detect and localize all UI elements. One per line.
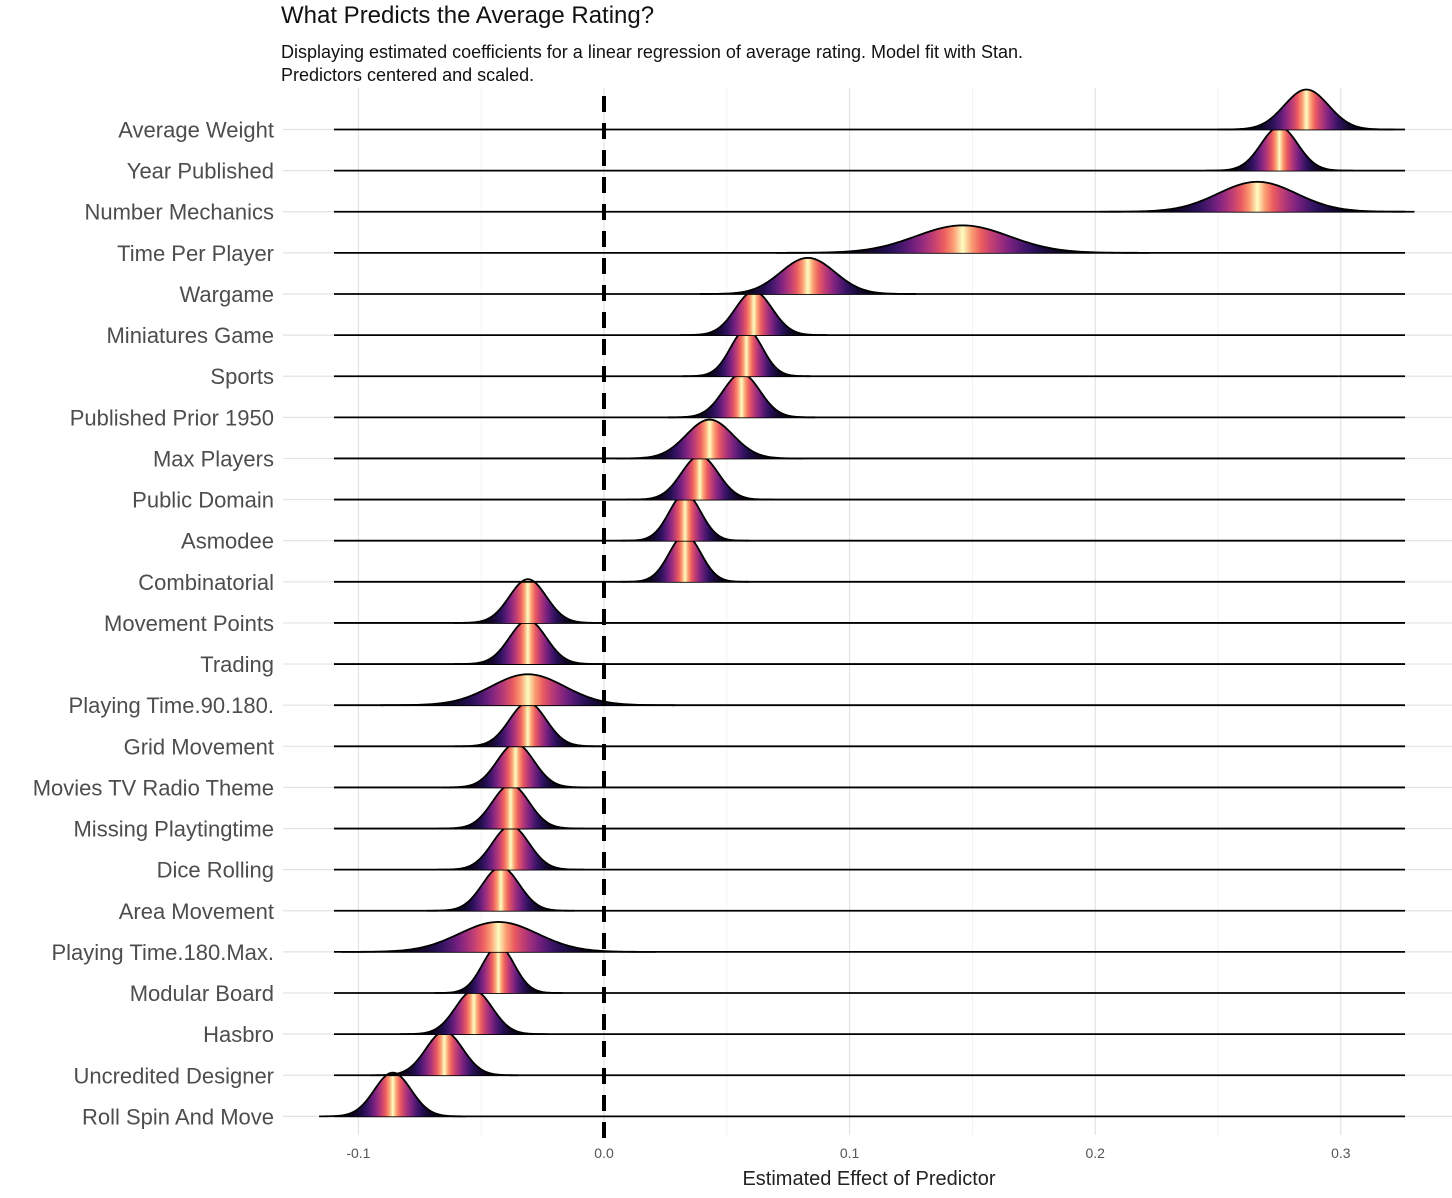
ridge — [334, 256, 1405, 295]
ridge — [334, 825, 1405, 871]
y-tick-label: Movement Points — [104, 611, 274, 636]
y-tick-label: Uncredited Designer — [73, 1063, 274, 1088]
ridge — [319, 1071, 1405, 1118]
x-tick-label: 0.0 — [594, 1145, 614, 1161]
y-tick-label: Dice Rolling — [157, 858, 274, 883]
ridge — [334, 619, 1405, 665]
y-tick-label: Asmodee — [181, 529, 274, 554]
y-tick-label: Published Prior 1950 — [70, 405, 274, 430]
y-tick-label: Combinatorial — [138, 570, 274, 595]
y-tick-label: Grid Movement — [124, 734, 274, 759]
y-tick-label: Number Mechanics — [84, 200, 274, 225]
ridge-fill — [427, 867, 575, 911]
y-tick-label: Time Per Player — [117, 241, 274, 266]
chart-subtitle: Displaying estimated coefficients for a … — [281, 42, 1024, 85]
ridge-fill — [400, 990, 548, 1035]
ridge-fill — [341, 921, 656, 952]
y-tick-label: Miniatures Game — [106, 323, 274, 348]
ridge-fill — [682, 329, 811, 377]
y-tick-label: Sports — [210, 364, 274, 389]
ridge — [334, 454, 1405, 501]
y-tick-label: Public Domain — [132, 488, 274, 513]
ridge-fill — [454, 579, 602, 623]
y-tick-label: Hasbro — [203, 1022, 274, 1047]
y-tick-label: Playing Time.90.180. — [69, 693, 274, 718]
ridge-fill — [441, 743, 590, 788]
y-tick-label: Movies TV Radio Theme — [33, 775, 274, 800]
ridge — [334, 418, 1405, 460]
y-tick-label: Playing Time.180.Max. — [51, 940, 274, 965]
ridge-outline — [1217, 88, 1395, 131]
y-tick-label: Area Movement — [119, 899, 274, 924]
ridge-fill — [616, 419, 803, 459]
ridge — [334, 783, 1405, 830]
ridge-fill — [434, 946, 563, 994]
ridge — [334, 701, 1405, 748]
ridge-fill — [319, 1072, 467, 1117]
ridge-fill — [1205, 126, 1354, 171]
ridge-outline — [454, 578, 602, 624]
ridge — [334, 742, 1405, 789]
ridge-outline — [699, 256, 916, 295]
x-tick-label: 0.2 — [1085, 1145, 1105, 1161]
x-tick-label: -0.1 — [346, 1145, 370, 1161]
ridge-fill — [454, 702, 602, 747]
x-tick-label: 0.3 — [1331, 1145, 1351, 1161]
y-tick-label: Max Players — [153, 446, 274, 471]
ridge-fill — [621, 534, 749, 582]
ridge — [334, 1030, 1405, 1077]
y-tick-label: Average Weight — [118, 118, 274, 143]
ridge-outline — [1100, 180, 1415, 213]
ridge — [334, 180, 1415, 213]
ridge — [334, 224, 1405, 254]
ridge-fill — [1218, 89, 1395, 130]
ridge — [334, 290, 1405, 337]
y-tick-label: Missing Playtingtime — [73, 817, 274, 842]
y-tick-label: Roll Spin And Move — [82, 1104, 274, 1129]
x-axis-title: Estimated Effect of Predictor — [742, 1168, 995, 1190]
ridge-outline — [341, 921, 656, 953]
y-tick-label: Year Published — [127, 159, 274, 184]
ridge — [334, 372, 1405, 419]
ridge — [334, 125, 1405, 172]
y-tick-label: Wargame — [179, 282, 274, 307]
ridge — [334, 866, 1405, 912]
ridge — [334, 673, 1405, 707]
ridge-fill — [699, 257, 916, 294]
ridge — [334, 945, 1405, 994]
ridge-fill — [621, 493, 749, 541]
ridge-outline — [775, 224, 1150, 254]
ridge-fill — [775, 225, 1150, 253]
x-tick-label: 0.1 — [840, 1145, 860, 1161]
ridge-fill — [380, 674, 676, 706]
ridge-fill — [370, 1031, 519, 1076]
y-tick-label: Trading — [200, 652, 274, 677]
ridge — [334, 921, 1405, 953]
ridge — [334, 88, 1405, 131]
ridge-fill — [436, 825, 585, 870]
chart-title: What Predicts the Average Rating? — [281, 2, 655, 29]
ridge-fill — [1100, 181, 1415, 212]
ridge-fill — [667, 373, 816, 418]
ridge-outline — [616, 418, 803, 460]
ridge — [334, 578, 1405, 624]
ridge — [334, 492, 1405, 542]
ridge-outline — [380, 673, 676, 707]
ridge-fill — [626, 455, 774, 500]
ridge — [334, 989, 1405, 1036]
ridge-fill — [436, 784, 585, 829]
ridge-fill — [680, 291, 828, 336]
ridge-fill — [454, 620, 602, 665]
ridge-outline — [319, 1071, 467, 1118]
y-tick-label: Modular Board — [130, 981, 274, 1006]
ridge — [334, 533, 1405, 583]
ridge — [334, 328, 1405, 378]
